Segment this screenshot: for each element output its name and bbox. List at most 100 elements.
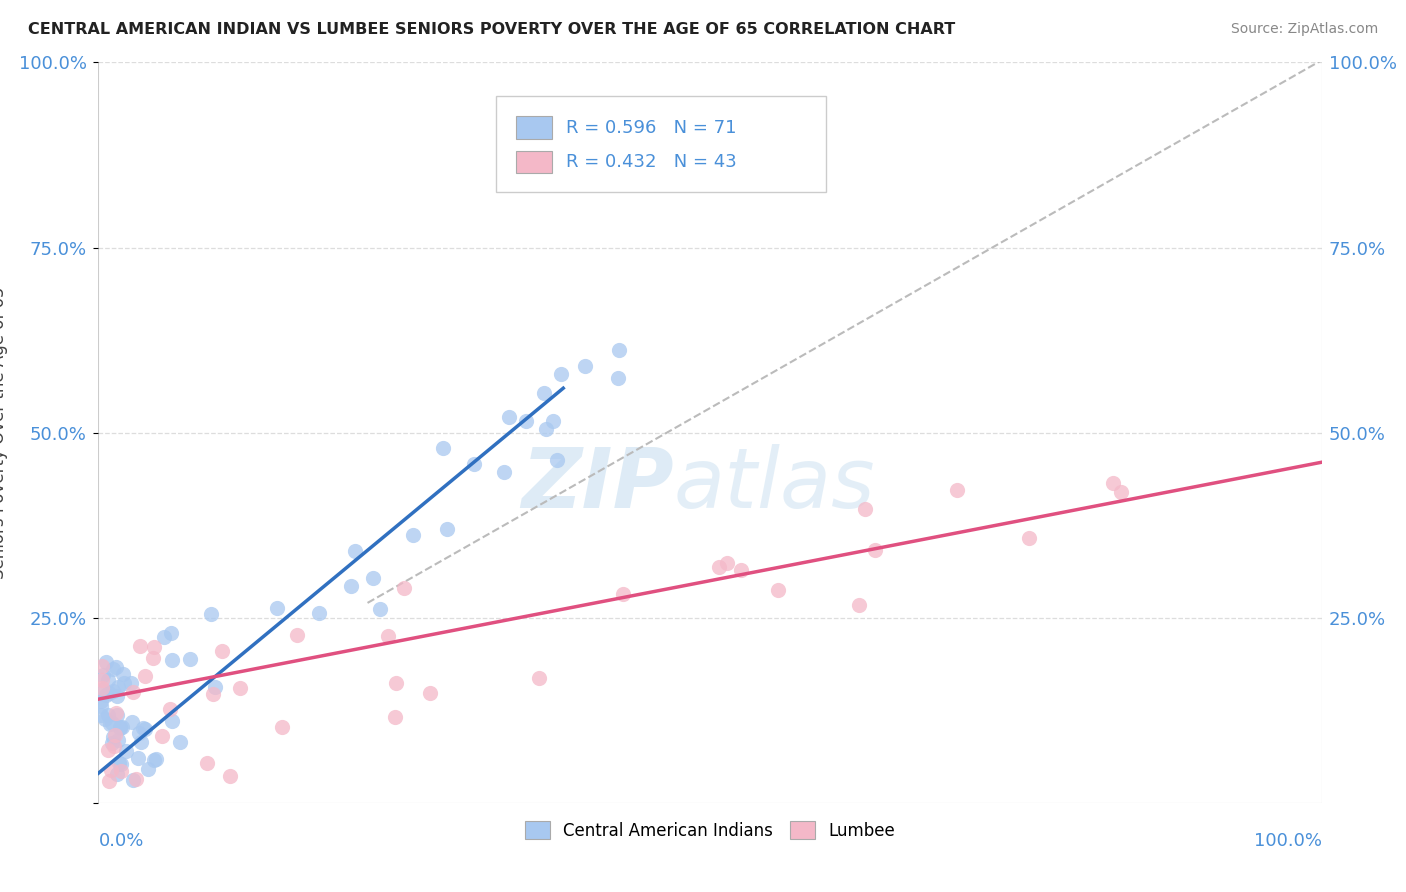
Point [436,522,458,536]
Point [94,688,117,702]
Point [308,606,330,620]
Point [101,731,124,745]
Point [536,421,558,435]
Point [101,662,124,676]
Point [98,773,121,788]
Point [101,736,124,750]
Point [125,772,148,787]
Point [266,600,288,615]
Point [768,582,790,597]
Point [853,502,876,516]
Point [152,630,174,644]
Point [122,773,145,788]
Point [97,686,120,700]
Point [103,739,125,753]
Point [120,675,142,690]
Point [128,726,150,740]
Point [105,707,128,722]
Point [848,598,870,612]
Point [498,410,520,425]
Point [159,625,181,640]
Point [606,371,628,385]
Point [219,769,242,783]
Point [129,639,152,653]
Point [108,722,131,736]
Point [145,752,167,766]
Point [432,441,454,455]
Point [550,367,572,381]
Point [108,756,131,771]
Point [122,685,145,699]
Point [201,687,224,701]
Point [200,607,222,621]
Point [96,655,118,669]
Point [546,452,568,467]
Legend: Central American Indians, Lumbee: Central American Indians, Lumbee [519,814,901,847]
Y-axis label: Seniors Poverty Over the Age of 65: Seniors Poverty Over the Age of 65 [0,286,7,579]
Point [142,640,165,654]
FancyBboxPatch shape [516,117,553,138]
Point [90,698,112,713]
Point [541,414,564,428]
Point [100,715,122,730]
Point [94,713,117,727]
Point [160,714,183,728]
Point [197,756,219,770]
Point [97,673,120,688]
Text: 0.0%: 0.0% [98,832,143,850]
Point [340,579,363,593]
Point [716,556,738,570]
Point [377,629,399,643]
Point [91,667,114,681]
Point [90,707,112,722]
Point [136,762,159,776]
Point [134,668,156,682]
Point [419,686,441,700]
Point [132,722,155,736]
Point [150,729,173,743]
Text: ZIP: ZIP [520,444,673,525]
Point [1109,484,1132,499]
Point [115,744,138,758]
Point [105,767,128,781]
Point [179,652,201,666]
Point [730,563,752,577]
Point [100,763,122,777]
Point [1018,531,1040,545]
Point [110,764,132,779]
Point [229,681,252,696]
Point [142,650,165,665]
Point [863,543,886,558]
Point [134,722,156,736]
Point [112,676,135,690]
Point [361,572,384,586]
Point [98,717,121,731]
Point [129,735,152,749]
Point [1101,475,1123,490]
Point [101,684,124,698]
Point [104,728,127,742]
FancyBboxPatch shape [496,95,827,192]
Point [402,528,425,542]
Point [368,601,391,615]
Point [612,586,634,600]
Point [104,706,127,720]
Text: R = 0.432   N = 43: R = 0.432 N = 43 [565,153,737,171]
Point [121,715,143,730]
Point [91,659,114,673]
Point [285,628,308,642]
Point [946,483,969,497]
Point [533,386,555,401]
Point [108,720,131,734]
Point [204,681,226,695]
Text: CENTRAL AMERICAN INDIAN VS LUMBEE SENIORS POVERTY OVER THE AGE OF 65 CORRELATION: CENTRAL AMERICAN INDIAN VS LUMBEE SENIOR… [28,22,955,37]
Text: 100.0%: 100.0% [1254,832,1322,850]
Point [343,543,366,558]
Point [97,743,120,757]
Point [91,681,114,696]
Point [105,689,128,703]
Text: Source: ZipAtlas.com: Source: ZipAtlas.com [1230,22,1378,37]
Point [169,735,191,749]
Point [384,710,406,724]
Point [211,644,233,658]
